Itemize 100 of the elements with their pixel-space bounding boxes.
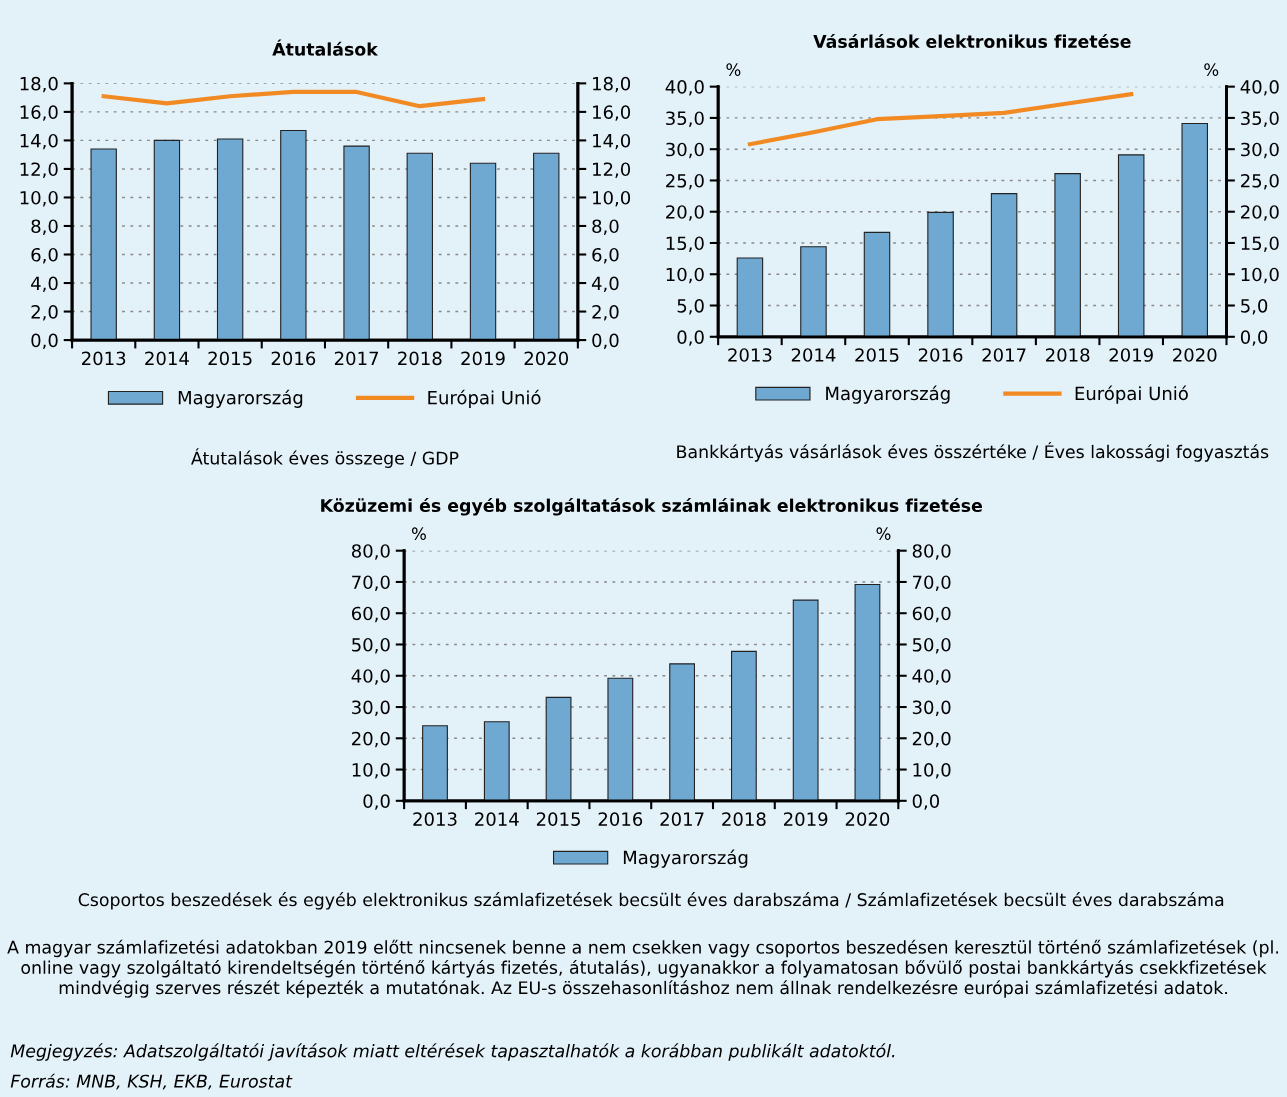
bar [927,211,954,337]
y-tick-label: 0,0 [363,794,390,810]
y2-tick-label: 20,0 [912,731,951,748]
y2-tick-label: 10,0 [913,763,951,779]
x-tick-label: 2018 [398,351,442,366]
y2-tick-label: 6,0 [592,247,619,264]
legend-label: Magyarország [826,385,950,404]
bar [854,583,881,801]
y-tick-label: 0,0 [677,330,704,346]
y-tick-label: 10,0 [352,763,390,779]
y2-tick-label: 14,0 [593,133,631,150]
y2-tick-label: 0,0 [1240,330,1268,346]
y2-tick-label: 25,0 [1241,173,1279,190]
y-tick-label: 5,0 [677,298,704,315]
legend-label: Európai Unió [1075,385,1188,404]
bar [469,162,497,341]
y2-tick-label: 20,0 [1241,205,1279,221]
legend-label: Magyarország [623,849,748,868]
line-series [101,89,486,109]
y-tick-label: 12,0 [20,162,58,178]
bar [792,599,819,801]
y-tick-label: 35,0 [666,111,704,127]
y-tick-label: 20,0 [666,205,704,221]
bar [280,129,307,341]
y-tick-label: 30,0 [352,700,390,716]
chart-title: Átutalások [272,39,379,56]
y2-tick-label: 10,0 [1241,267,1279,284]
x-tick-label: 2016 [271,351,316,366]
line-series [747,92,1134,147]
bar [1117,154,1145,337]
x-tick-label: 2019 [1109,348,1153,362]
bar [736,257,764,337]
y-tick-label: 40,0 [351,669,390,685]
y-tick-label: 0,0 [31,333,58,350]
x-tick-label: 2014 [475,812,519,826]
x-tick-label: 2013 [82,351,126,366]
y-tick-label: 10,0 [20,190,58,207]
y2-tick-label: 0,0 [592,333,619,350]
y-tick-label: 2,0 [31,305,58,321]
y2-axis-title: % [1204,63,1219,76]
y2-tick-label: 15,0 [1241,236,1279,252]
x-tick-label: 2020 [845,812,890,826]
text: A magyar számlafizetési adatokban 2019 előtt nincsenek benne a nem csekken vagy csoportos beszedésen keresztül történő számlafizetések (pl. online vagy szolgáltató kirendeltségén történő kártyás fizetés, átutalás), ugyanakkor a folyamatosan bővülő postai bankkártyás csekkfizetések mindvégig szerves részét képezték a mutatónak. Az EU-s összehasonlításhoz nem állnak rendelkezésre európai számlafizetési adatok. [7,939,1279,998]
bar [343,145,370,341]
x-tick-label: 2016 [598,812,643,826]
x-tick-label: 2013 [728,348,772,362]
y-tick-label: 80,0 [351,544,390,560]
y-tick-label: 8,0 [31,219,58,235]
y2-tick-label: 80,0 [912,544,951,560]
legend-label: Európai Unió [428,389,541,408]
bar [1181,123,1209,337]
bar [533,152,560,341]
y-tick-label: 20,0 [352,731,390,748]
y-tick-label: 15,0 [666,236,704,252]
bar [863,231,891,337]
bar [422,725,448,801]
x-tick-label: 2015 [208,351,252,366]
y2-tick-label: 8,0 [592,219,619,235]
x-tick-label: 2014 [791,348,836,362]
x-tick-label: 2016 [918,348,963,362]
bar [800,246,827,337]
text: Megjegyzés: Adatszolgáltatói javítások miatt eltérések tapasztalhatók a korábban publikált adatoktól. [10,1043,895,1061]
x-tick-label: 2015 [536,812,580,826]
bar [483,721,510,801]
y2-tick-label: 10,0 [593,190,631,207]
y2-tick-label: 2,0 [592,305,619,321]
bar [607,677,634,801]
x-tick-label: 2019 [784,812,828,826]
bar [730,650,757,801]
y2-tick-label: 30,0 [1241,142,1279,159]
y-tick-label: 6,0 [31,247,58,264]
y-tick-label: 30,0 [666,142,704,159]
y2-tick-label: 12,0 [593,162,631,178]
y-tick-label: 50,0 [352,637,390,654]
x-tick-label: 2018 [722,812,766,826]
text: Csoportos beszedések és egyéb elektronikus számlafizetések becsült éves darabszáma / Számlafizetések becsült éves darabszáma [78,892,1224,910]
y-tick-label: 40,0 [665,80,704,96]
y-tick-label: 18,0 [20,76,58,93]
bar [669,663,696,801]
bar [216,138,244,341]
bar [90,148,117,341]
y2-tick-label: 5,0 [1241,298,1268,315]
x-tick-label: 2020 [524,351,569,366]
x-tick-label: 2014 [145,351,189,366]
y2-tick-label: 70,0 [913,575,951,591]
y-tick-label: 60,0 [351,606,390,623]
chart-title: Vásárlások elektronikus fizetése [813,33,1131,49]
y2-tick-label: 4,0 [591,276,619,292]
y2-tick-label: 0,0 [912,794,940,810]
y-tick-label: 14,0 [20,133,58,150]
x-tick-label: 2017 [334,351,379,366]
bar [990,193,1018,337]
x-tick-label: 2020 [1173,348,1217,362]
y-axis-title: % [726,63,741,76]
chart-title: Közüzemi és egyéb szolgáltatások számláinak elektronikus fizetése [321,497,982,516]
y2-tick-label: 60,0 [912,606,951,623]
y2-tick-label: 50,0 [912,637,951,654]
x-tick-label: 2019 [461,351,505,366]
y2-tick-label: 18,0 [593,76,631,93]
y-tick-label: 25,0 [666,173,704,190]
